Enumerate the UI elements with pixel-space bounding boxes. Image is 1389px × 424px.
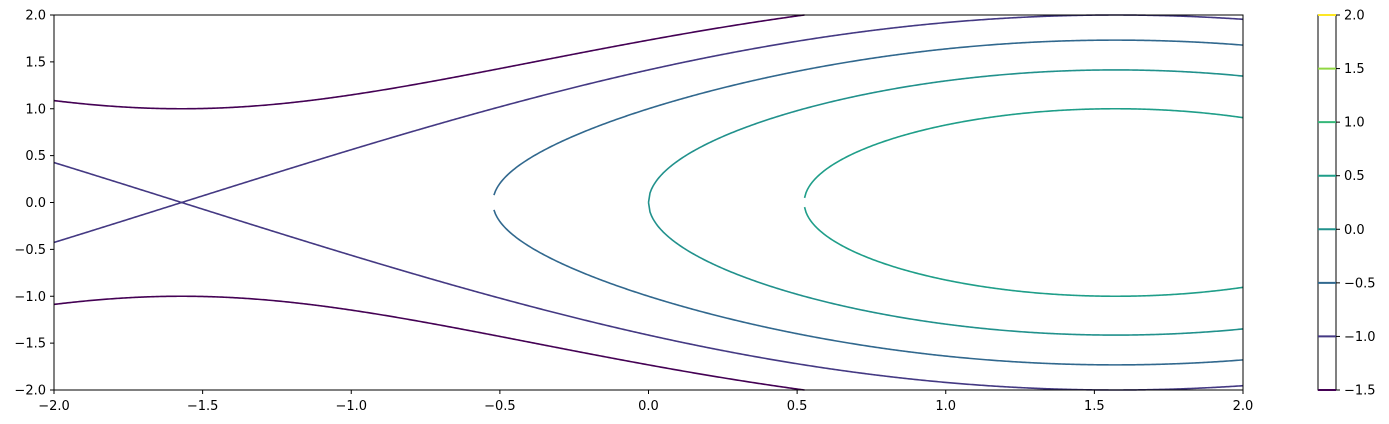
x-tick-label: 0.5 bbox=[787, 399, 808, 414]
contour-line-level-0_5-lower-0 bbox=[803, 206, 1244, 298]
colorbar-tick-label: 0.0 bbox=[1344, 223, 1365, 238]
colorbar-frame bbox=[1317, 14, 1337, 391]
contour-line-level-0_5-upper-0 bbox=[803, 107, 1244, 199]
colorbar: −1.5 −1.0 −0.5 0.0 0.5 1.0 1.5 2.0 bbox=[1317, 9, 1376, 399]
x-tick-label: 0.0 bbox=[638, 399, 659, 414]
x-axis: −2.0 −1.5 −1.0 −0.5 0.0 0.5 1.0 1.5 2.0 bbox=[38, 390, 1253, 414]
contour-line-level-neg0_5-lower-0 bbox=[493, 209, 1244, 366]
y-tick-label: −2.0 bbox=[14, 384, 46, 399]
colorbar-tick-label: −0.5 bbox=[1344, 276, 1376, 291]
y-tick-label: −0.5 bbox=[14, 243, 46, 258]
y-tick-label: 1.0 bbox=[25, 102, 46, 117]
colorbar-tick-label: 2.0 bbox=[1344, 9, 1365, 24]
contour-line-level-neg1-lower-0 bbox=[53, 201, 1244, 391]
colorbar-tick-label: 1.5 bbox=[1344, 62, 1365, 77]
x-tick-label: −0.5 bbox=[484, 399, 516, 414]
x-tick-label: 2.0 bbox=[1233, 399, 1254, 414]
contour-lines bbox=[53, 14, 1244, 391]
y-tick-label: 0.5 bbox=[25, 149, 46, 164]
colorbar-tick-label: −1.0 bbox=[1344, 330, 1376, 345]
colorbar-tick-label: 1.0 bbox=[1344, 116, 1365, 131]
contour-line-level-neg1-upper-0 bbox=[53, 14, 1244, 204]
x-tick-label: −1.0 bbox=[335, 399, 367, 414]
y-axis: −2.0 −1.5 −1.0 −0.5 0.0 0.5 1.0 1.5 2.0 bbox=[14, 9, 54, 399]
y-tick-label: 0.0 bbox=[25, 196, 46, 211]
y-tick-label: −1.5 bbox=[14, 337, 46, 352]
y-tick-label: 1.5 bbox=[25, 55, 46, 70]
contour-line-level-0-lower-0 bbox=[647, 202, 1244, 336]
x-tick-label: −1.5 bbox=[187, 399, 219, 414]
contour-line-level-neg0_5-upper-0 bbox=[493, 39, 1244, 196]
y-tick-label: 2.0 bbox=[25, 9, 46, 24]
x-tick-label: 1.0 bbox=[935, 399, 956, 414]
colorbar-tick-label: 0.5 bbox=[1344, 169, 1365, 184]
contour-line-level-0-upper-0 bbox=[647, 69, 1244, 203]
colorbar-tick-label: −1.5 bbox=[1344, 384, 1376, 399]
contour-line-level-neg1_5-lower-0 bbox=[53, 295, 805, 391]
y-tick-label: −1.0 bbox=[14, 290, 46, 305]
x-tick-label: 1.5 bbox=[1084, 399, 1105, 414]
contour-line-level-neg1_5-upper-0 bbox=[53, 14, 805, 110]
x-tick-label: −2.0 bbox=[38, 399, 70, 414]
